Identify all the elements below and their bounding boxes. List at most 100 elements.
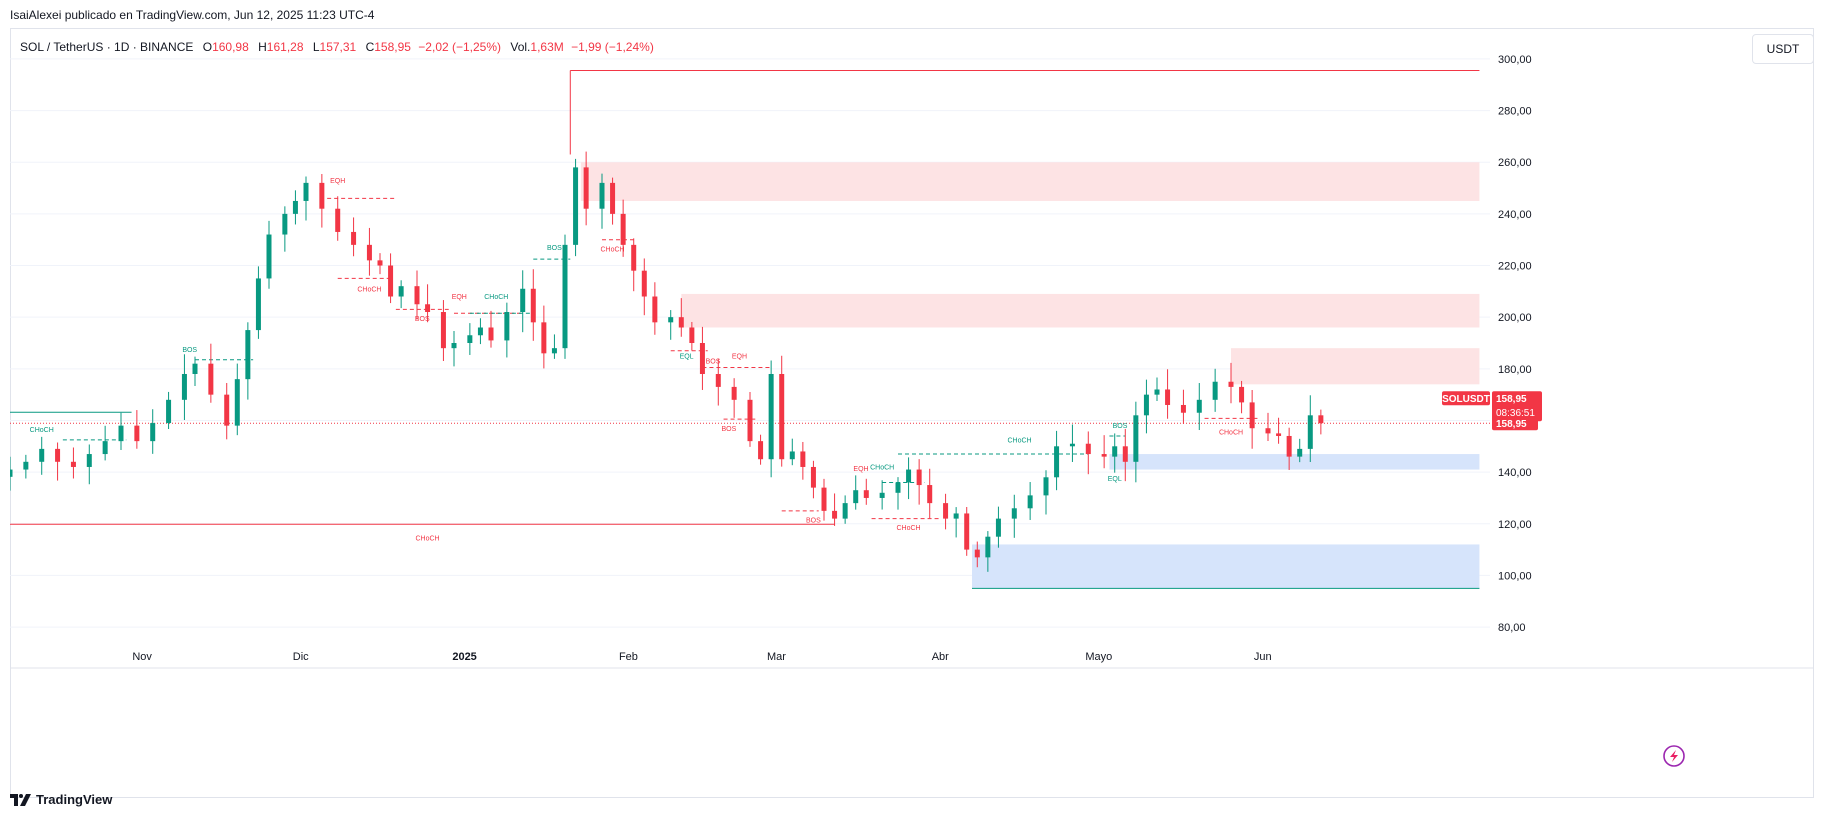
y-tick-label: 80,00 (1498, 622, 1526, 634)
structure-label: BOS (547, 245, 562, 252)
candle-body (366, 244, 372, 261)
candle-body (70, 461, 76, 467)
publisher-caption: IsaiAlexei publicado en TradingView.com,… (10, 8, 375, 22)
candle-body (118, 425, 124, 442)
candle-body (303, 182, 309, 201)
candle-body (689, 327, 695, 343)
close-label: C (365, 40, 375, 54)
candle-body (1307, 415, 1313, 449)
candle-body (668, 317, 674, 323)
candle-body (863, 490, 869, 498)
y-tick-label: 240,00 (1498, 209, 1532, 221)
candle-body (282, 213, 288, 235)
currency-button[interactable]: USDT (1752, 34, 1814, 64)
low-value: 157,31 (319, 40, 357, 54)
candle-body (166, 399, 172, 424)
candle-body (895, 482, 901, 493)
candle-body (800, 451, 806, 467)
candle-body (192, 363, 198, 374)
x-tick-label: 2025 (452, 651, 476, 663)
structure-label: BOS (415, 316, 430, 323)
open-label: O (202, 40, 213, 54)
structure-label: CHoCH (897, 525, 921, 532)
structure-label: EQH (732, 353, 747, 360)
time-axis: Nov Dic 2025 Feb Mar Abr Mayo Jun (10, 651, 1814, 669)
candle-body (398, 286, 404, 297)
candle-body (916, 469, 922, 486)
candle-body (23, 461, 29, 470)
x-tick-label: Mar (767, 651, 786, 663)
volume-value: 1,63M (530, 40, 564, 54)
candle-body (1069, 443, 1075, 447)
supply-zone (681, 293, 1480, 328)
candle-body (1101, 454, 1107, 457)
price-badge-price: 158,95 (1496, 394, 1527, 405)
structure-label: EQH (452, 294, 467, 301)
last-price-badge-label: 158,95 (1496, 419, 1527, 430)
candle-body (832, 510, 838, 519)
structure-label: CHoCH (30, 427, 54, 434)
symbol-badge-label: SOLUSDT (1442, 394, 1490, 405)
candle-body (551, 348, 557, 354)
tradingview-brand: TradingView (36, 792, 113, 807)
lightning-icon[interactable] (1663, 745, 1685, 767)
y-tick-label: 260,00 (1498, 157, 1532, 169)
price-badge-countdown: 08:36:51 (1496, 408, 1535, 419)
change-value: −2,02 (−1,25%) (418, 40, 502, 54)
candle-body (652, 296, 658, 323)
candle-body (1043, 477, 1049, 496)
supply-zone (1231, 348, 1480, 385)
candle-body (631, 244, 637, 271)
candle-body (377, 260, 383, 266)
structure-label: CHoCH (1008, 437, 1032, 444)
structure-label: BOS (1113, 423, 1128, 430)
candle-body (1286, 435, 1292, 457)
tradingview-logo[interactable]: TradingView (10, 792, 112, 807)
candle-body (779, 373, 785, 460)
candle-body (39, 448, 45, 462)
candle-body (599, 182, 605, 209)
candle-body (821, 487, 827, 511)
structure-label: BOS (721, 426, 736, 433)
structure-label: BOS (806, 517, 821, 524)
candle-body (943, 503, 949, 519)
candle-body (927, 485, 933, 504)
symbol-legend: SOL / TetherUS · 1D · BINANCE O160,98 H1… (20, 40, 654, 54)
candle-body (1165, 389, 1171, 405)
candle-body (134, 425, 140, 442)
candle-body (414, 286, 420, 305)
supply-zone (580, 162, 1480, 201)
candle-body (425, 304, 431, 313)
x-tick-label: Abr (932, 651, 949, 663)
candle-body (208, 363, 214, 395)
candlesticks (10, 151, 1324, 572)
demand-zone (972, 544, 1480, 589)
candle-body (150, 423, 156, 442)
candle-body (1027, 495, 1033, 509)
candle-body (1318, 415, 1324, 424)
candle-body (1085, 443, 1091, 455)
candle-body (1276, 433, 1282, 436)
candle-body (266, 234, 272, 279)
candle-body (620, 213, 626, 245)
candle-body (335, 208, 341, 232)
y-tick-label: 200,00 (1498, 312, 1532, 324)
structure-label: BOS (182, 347, 197, 354)
high-value: 161,28 (266, 40, 304, 54)
candle-body (964, 513, 970, 550)
y-tick-label: 300,00 (1498, 54, 1532, 66)
symbol-label[interactable]: SOL / TetherUS · 1D · BINANCE (20, 40, 194, 54)
candle-body (520, 288, 526, 313)
candle-body (758, 441, 764, 460)
candle-body (610, 182, 616, 214)
low-label: L (312, 40, 320, 54)
candle-body (1143, 394, 1149, 416)
volume-label: Vol. (510, 40, 531, 54)
candle-body (995, 518, 1001, 537)
candle-body (319, 182, 325, 209)
candle-body (583, 167, 589, 209)
last-price-badge (1492, 416, 1538, 431)
structure-label: BOS (706, 359, 721, 366)
